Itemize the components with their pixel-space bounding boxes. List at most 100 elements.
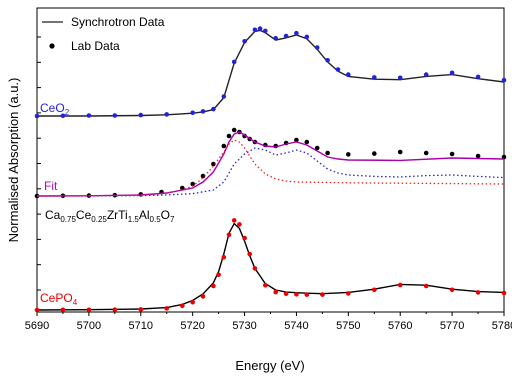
series-7-point-9 [211, 283, 216, 289]
series-2-point-26 [397, 149, 403, 155]
x-tick-label-5720: 5720 [180, 320, 204, 332]
series-7-point-24 [346, 291, 351, 296]
series-4-line [37, 147, 505, 197]
x-tick-label-5780: 5780 [492, 320, 512, 332]
series-1-point-3 [112, 113, 118, 118]
series-1-point-18 [304, 34, 310, 40]
y-axis-ticks [37, 36, 41, 291]
series-2-point-9 [211, 161, 216, 167]
series-1-point-2 [86, 113, 92, 118]
series-2-point-29 [475, 153, 481, 159]
series-5-line [36, 139, 505, 197]
series-1-point-1 [60, 113, 66, 119]
series-7-point-1 [60, 307, 66, 313]
x-tick-label-5710: 5710 [129, 320, 153, 332]
series-7-point-11 [221, 254, 227, 260]
series-7-point-10 [216, 272, 221, 278]
series-2-point-11 [226, 133, 232, 139]
series-1-point-28 [501, 77, 507, 83]
series-7-point-15 [242, 235, 247, 241]
series-1-point-25 [423, 72, 429, 77]
series-2-point-12 [231, 127, 237, 133]
series-7-point-13 [231, 218, 237, 223]
series-1-point-26 [449, 70, 455, 76]
series-7-point-30 [501, 290, 507, 296]
legend: Synchrotron Data Lab Data [42, 15, 165, 53]
series-2-point-7 [190, 181, 195, 187]
legend-lab-swatch [49, 43, 55, 49]
series-1-point-24 [397, 75, 403, 81]
x-tick-label-5700: 5700 [77, 320, 101, 332]
series-1-point-0 [34, 113, 40, 119]
series-1-point-22 [346, 72, 351, 77]
series-1-point-5 [164, 112, 169, 117]
legend-lab-label: Lab Data [71, 39, 120, 53]
series-7-point-3 [112, 307, 118, 313]
series-1-point-13 [257, 26, 263, 31]
series-7-point-5 [164, 306, 169, 311]
series-7-point-8 [200, 294, 206, 299]
series-1-point-6 [190, 110, 195, 116]
label-cepo4: CePO4 [40, 291, 78, 307]
series-7-point-16 [247, 251, 252, 257]
sample-label-part: 7 [170, 215, 175, 224]
series-2-point-27 [423, 150, 429, 156]
x-tick-label-5730: 5730 [232, 320, 256, 332]
sample-label-part: 0.5 [150, 215, 162, 224]
series-1-point-15 [273, 36, 279, 41]
series-1-point-19 [314, 45, 320, 50]
sample-label-part: 0.25 [91, 215, 107, 224]
sample-label-part: ZrTi [107, 208, 128, 222]
series-7-point-29 [475, 290, 481, 295]
y-axis-label: Normalised Absorption (a.u.) [6, 78, 21, 243]
label-ceo2: CeO2 [40, 101, 70, 117]
series-2-point-28 [449, 151, 455, 157]
series-2-point-20 [294, 137, 299, 143]
series-1-point-23 [372, 75, 377, 80]
series-3-line [36, 131, 505, 197]
series-1-point-20 [325, 58, 330, 63]
series-7-point-7 [190, 300, 195, 305]
series-2-point-30 [501, 154, 507, 160]
series-7-point-19 [273, 289, 279, 295]
plot-frame [36, 7, 505, 313]
series-7-point-26 [397, 282, 403, 288]
series-1-point-4 [138, 112, 144, 118]
series-7-point-0 [34, 307, 40, 313]
series-2-point-21 [304, 139, 310, 145]
series-7-point-14 [237, 222, 242, 227]
series-2-point-25 [372, 151, 377, 156]
series-7-point-18 [263, 282, 268, 288]
series-1-point-12 [252, 27, 258, 33]
series-1-point-16 [283, 33, 289, 39]
series-2-point-24 [346, 152, 351, 157]
sample-label-part: Ca [45, 208, 61, 222]
series-7-point-6 [180, 303, 185, 309]
series-2-point-22 [314, 145, 320, 151]
series-1-point-8 [211, 106, 216, 112]
series-7-point-2 [86, 307, 92, 313]
series-7-point-28 [449, 287, 455, 293]
series-1-point-11 [242, 39, 247, 44]
series-1-point-9 [221, 94, 227, 99]
series-7-point-20 [283, 291, 289, 297]
sample-label-part: O [161, 208, 170, 222]
label-sample: Ca0.75Ce0.25ZrTi1.5Al0.5O7 [45, 208, 175, 224]
sample-label-part: Ce [76, 208, 92, 222]
x-axis-label: Energy (eV) [235, 358, 304, 373]
series-6-line [36, 222, 505, 311]
series-7-point-12 [226, 232, 232, 238]
series-2-point-8 [200, 173, 206, 179]
x-tick-label-5690: 5690 [25, 320, 49, 332]
label-fit: Fit [44, 179, 58, 193]
x-axis: 5690 5700 5710 5720 5730 5740 5750 5760 5770 5780 [25, 312, 512, 332]
x-tick-label-5740: 5740 [284, 320, 308, 332]
x-tick-label-5770: 5770 [440, 320, 464, 332]
series-1-point-10 [231, 59, 237, 65]
sample-label-part: 0.75 [60, 215, 76, 224]
series-1-point-27 [475, 74, 481, 80]
series-2-point-10 [221, 143, 227, 149]
x-tick-label-5760: 5760 [388, 320, 412, 332]
x-tick-label-5750: 5750 [336, 320, 360, 332]
